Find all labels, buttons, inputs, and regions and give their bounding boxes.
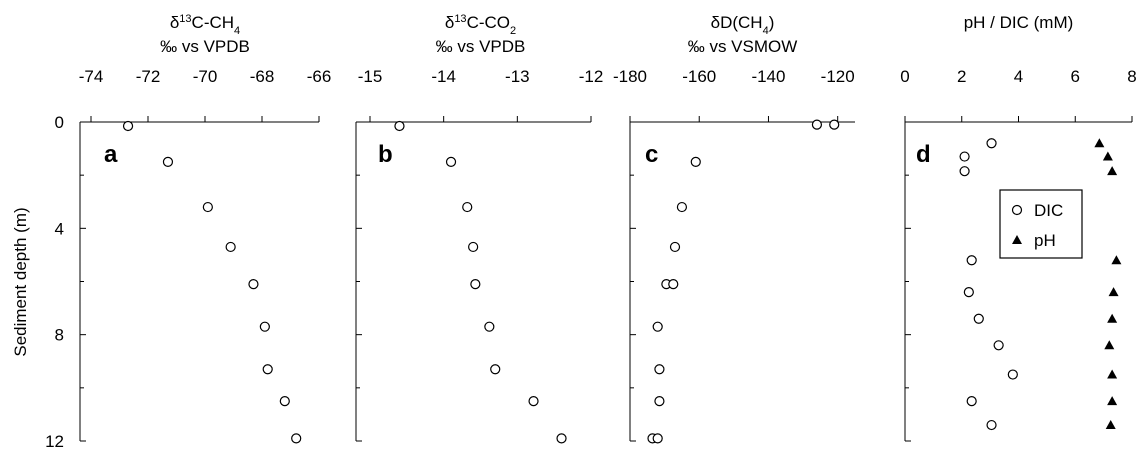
- data-point-circle: [122, 120, 134, 132]
- x-tick-label: -74: [79, 67, 104, 86]
- data-point-circle: [811, 119, 823, 130]
- data-point-circle: [291, 433, 302, 444]
- y-tick-label: 4: [55, 219, 64, 238]
- data-point-circle: [973, 313, 984, 324]
- data-point-circle: [1007, 369, 1018, 380]
- data-point-circle: [963, 287, 974, 298]
- data-point-circle: [986, 138, 997, 149]
- panel-title: δ13C-CO2: [445, 13, 516, 37]
- x-tick-label: -12: [579, 67, 604, 86]
- y-axis-label-group: Sediment depth (m): [11, 207, 30, 356]
- data-point-circle: [528, 396, 539, 407]
- data-point-circle: [225, 241, 236, 253]
- data-point-circle: [966, 396, 977, 407]
- panel-unit: ‰ vs VSMOW: [688, 37, 798, 56]
- data-point-circle: [259, 321, 270, 332]
- panel-letter: b: [378, 141, 393, 168]
- y-tick-label: 8: [55, 326, 64, 345]
- data-point-circle: [462, 201, 473, 213]
- x-tick-label: -70: [193, 67, 218, 86]
- panel-c: -180 -160 -140 -120 δD(CH4)‰ vs VSMOW c: [613, 13, 855, 444]
- x-tick-label: 6: [1071, 67, 1080, 86]
- data-point-circle: [556, 433, 567, 444]
- x-tick-label: 2: [957, 67, 966, 86]
- data-point-circle: [279, 396, 290, 407]
- legend-label: DIC: [1034, 201, 1063, 220]
- data-point-circle: [248, 279, 259, 290]
- panel-unit: ‰ vs VPDB: [160, 37, 250, 56]
- x-tick-label: -72: [136, 67, 161, 86]
- legend-label: pH: [1034, 231, 1056, 250]
- data-point-circle: [468, 241, 479, 253]
- data-point-circle: [652, 321, 663, 332]
- panel-unit: ‰ vs VPDB: [436, 37, 526, 56]
- x-tick-label: 8: [1127, 67, 1136, 86]
- legend-marker-circle: [1011, 204, 1023, 216]
- data-point-triangle: [1107, 313, 1118, 323]
- data-point-circle: [668, 279, 679, 290]
- x-tick-label: -140: [751, 67, 785, 86]
- data-point-triangle: [1107, 396, 1118, 406]
- x-tick-label: 0: [900, 67, 909, 86]
- y-tick-label: 12: [45, 432, 64, 451]
- panel-title: δD(CH4): [711, 13, 775, 37]
- data-point-triangle: [1094, 138, 1105, 148]
- data-point-triangle: [1104, 340, 1115, 350]
- data-point-circle: [829, 119, 840, 130]
- x-tick-label: -14: [431, 67, 456, 86]
- data-point-circle: [959, 166, 970, 177]
- legend: DIC pH: [999, 189, 1083, 259]
- panel-a: -74 -72 -70 -68 -66 0 4 8 12 δ13C-CH4‰ vs VPDB a: [45, 13, 331, 451]
- data-point-circle: [966, 255, 977, 266]
- panel-title: pH / DIC (mM): [964, 13, 1074, 32]
- x-tick-label: -13: [505, 67, 530, 86]
- x-tick-label: -66: [307, 67, 332, 86]
- x-tick-label: -120: [821, 67, 855, 86]
- panel-letter: a: [104, 141, 118, 168]
- data-point-circle: [202, 201, 213, 213]
- data-point-triangle: [1107, 166, 1118, 176]
- y-tick-label: 0: [55, 113, 64, 132]
- x-tick-label: -160: [682, 67, 716, 86]
- data-point-circle: [654, 396, 665, 407]
- panel-d: 0 2 4 6 8 pH / DIC (mM) d DIC pH: [900, 13, 1137, 442]
- legend-box: [999, 189, 1083, 259]
- data-point-triangle: [1102, 151, 1113, 161]
- data-point-circle: [676, 201, 688, 213]
- data-point-circle: [993, 340, 1004, 351]
- data-point-circle: [654, 364, 665, 375]
- x-tick-label: -15: [358, 67, 383, 86]
- data-point-circle: [262, 364, 273, 375]
- data-point-circle: [959, 151, 970, 162]
- x-tick-label: -68: [250, 67, 275, 86]
- data-point-triangle: [1107, 369, 1118, 379]
- data-point-triangle: [1108, 287, 1119, 297]
- data-point-circle: [470, 279, 481, 290]
- data-point-circle: [484, 321, 495, 332]
- data-point-circle: [669, 241, 681, 253]
- panel-letter: c: [645, 141, 658, 168]
- data-point-triangle: [1105, 420, 1116, 430]
- data-point-circle: [652, 433, 663, 444]
- panel-b: -15 -14 -13 -12 δ13C-CO2‰ vs VPDB b: [355, 13, 604, 444]
- data-point-triangle: [1111, 255, 1122, 265]
- data-point-circle: [490, 364, 501, 375]
- data-point-circle: [162, 156, 174, 167]
- panel-title: δ13C-CH4: [170, 13, 240, 37]
- data-point-circle: [445, 156, 457, 167]
- x-tick-label: -180: [613, 67, 647, 86]
- x-tick-label: 4: [1014, 67, 1023, 86]
- panel-letter: d: [916, 141, 931, 168]
- data-point-circle: [394, 120, 405, 132]
- data-point-circle: [986, 419, 997, 431]
- data-point-circle: [690, 156, 701, 167]
- y-axis-label: Sediment depth (m): [11, 207, 30, 356]
- legend-marker-triangle: [1012, 235, 1022, 244]
